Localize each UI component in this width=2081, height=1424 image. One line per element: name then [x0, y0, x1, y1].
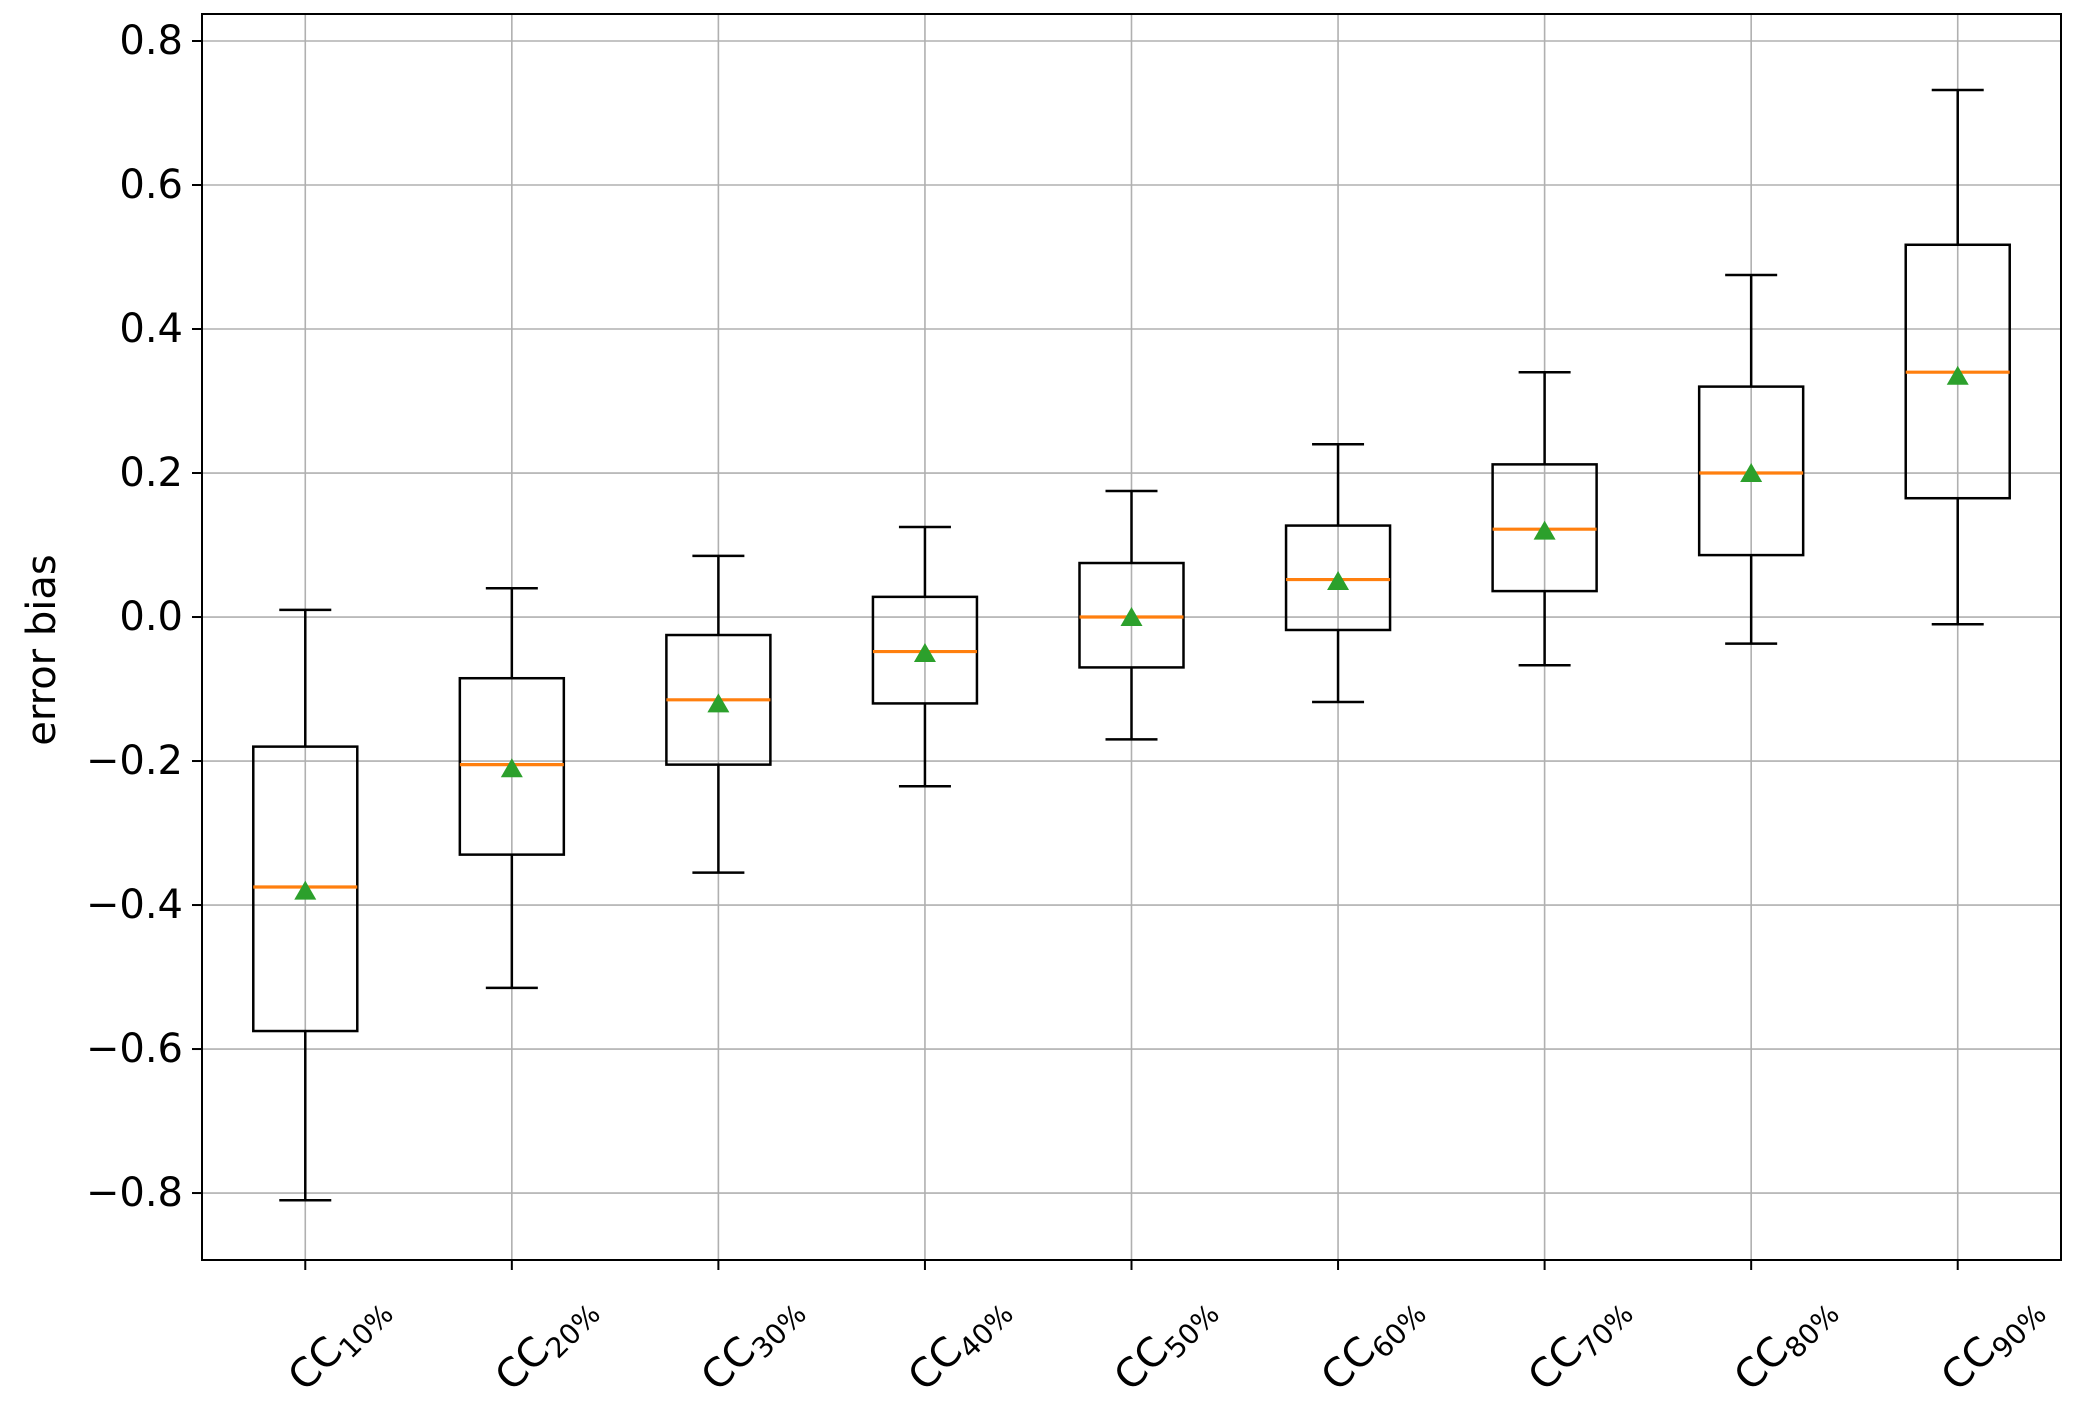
mean-marker-triangle-icon — [1327, 571, 1350, 591]
box-group-90pct — [1904, 88, 2011, 626]
y-tick-label: 0.4 — [119, 306, 183, 352]
mean-marker-triangle-icon — [1740, 463, 1763, 483]
iqr-box — [252, 745, 359, 1033]
mean-marker-triangle-icon — [913, 643, 936, 663]
y-tick-label: −0.2 — [85, 738, 183, 785]
box-group-30pct — [665, 554, 772, 874]
y-tick-label: −0.6 — [85, 1026, 183, 1073]
box-group-20pct — [458, 586, 566, 990]
mean-marker-triangle-icon — [1120, 607, 1143, 627]
mean-marker-triangle-icon — [294, 880, 317, 900]
mean-marker-triangle-icon — [500, 758, 523, 778]
mean-marker-triangle-icon — [1946, 365, 1969, 385]
y-tick-label: −0.8 — [85, 1170, 183, 1217]
mean-marker-triangle-icon — [1533, 520, 1556, 540]
box-group-40pct — [871, 525, 979, 788]
y-tick-label: 0.8 — [119, 18, 183, 64]
iqr-box — [1078, 561, 1185, 669]
box-group-70pct — [1491, 370, 1598, 667]
y-tick-label: −0.4 — [85, 882, 183, 929]
mean-marker-triangle-icon — [707, 693, 730, 713]
iqr-box — [1697, 385, 1805, 557]
iqr-box — [1284, 524, 1392, 632]
box-group-50pct — [1078, 489, 1185, 741]
box-group-10pct — [252, 608, 359, 1202]
iqr-box — [458, 676, 566, 856]
y-axis-label: error bias — [19, 554, 65, 746]
y-tick-label: 0.6 — [119, 162, 183, 208]
y-tick-label: 0.0 — [119, 594, 183, 641]
y-tick-label: 0.2 — [119, 450, 183, 496]
box-group-80pct — [1697, 273, 1805, 645]
box-group-60pct — [1284, 442, 1392, 704]
